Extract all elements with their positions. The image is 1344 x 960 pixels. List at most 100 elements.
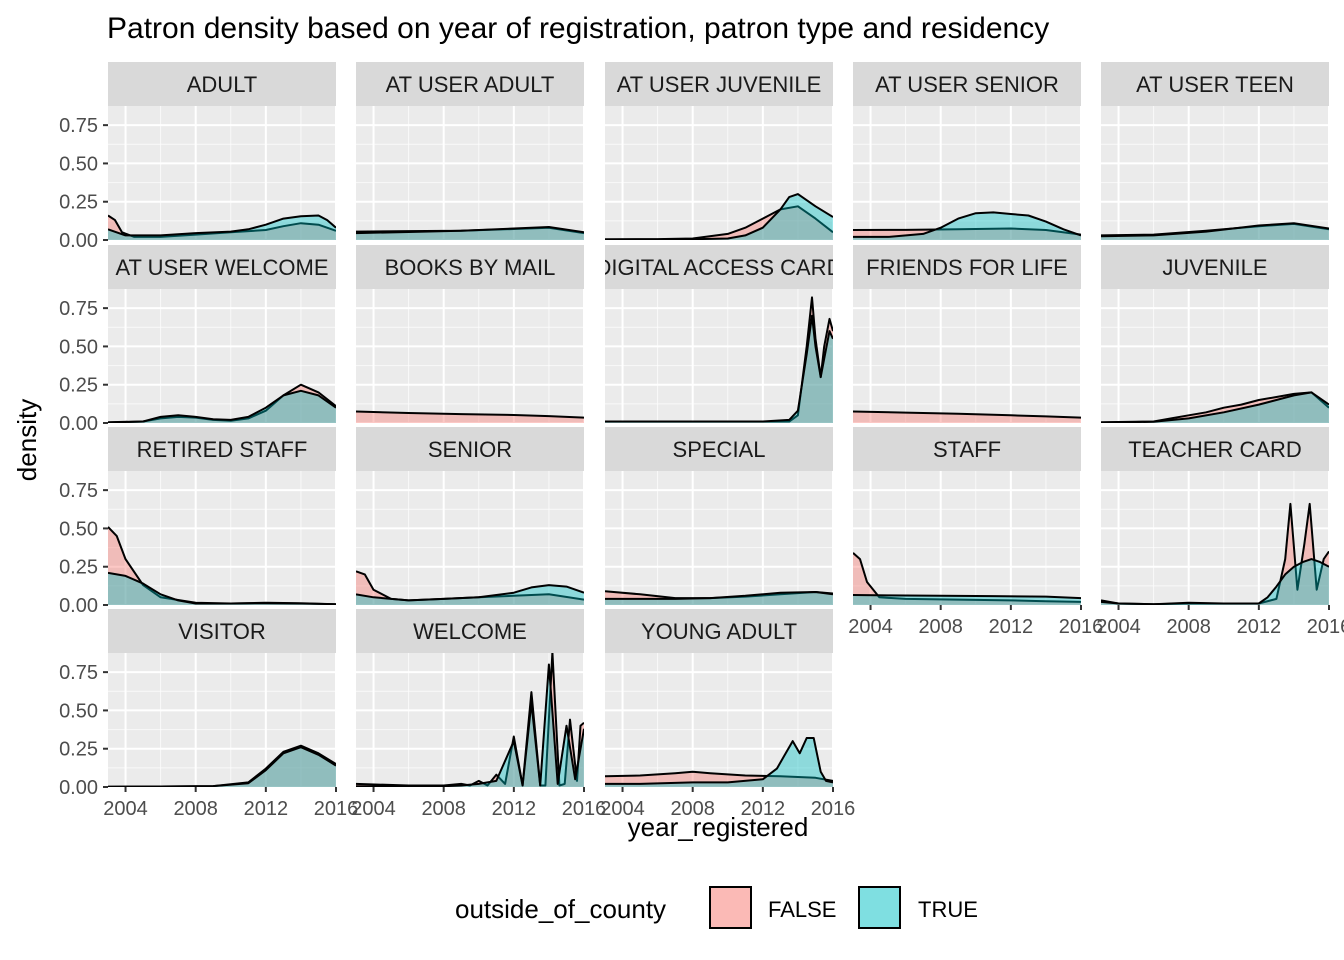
y-tick-label: 0.75 <box>59 115 98 137</box>
panel-special: SPECIAL <box>605 427 834 606</box>
density-area-false <box>605 297 833 423</box>
strip-background <box>853 62 1081 106</box>
density-area-false <box>1101 503 1329 605</box>
strip-label: SPECIAL <box>673 437 766 462</box>
density-area-false <box>356 227 584 240</box>
density-line-true <box>605 314 833 423</box>
panel-adult: ADULT 0.00 0.25 0.50 0.75 <box>59 62 337 252</box>
density-line-true <box>108 389 336 423</box>
x-tick-label: 2016 <box>811 798 856 820</box>
x-tick-label: 2004 <box>1096 616 1141 638</box>
panel-at-user-juvenile: AT USER JUVENILE <box>605 62 834 241</box>
panel-background <box>108 471 336 605</box>
strip-background <box>605 427 833 471</box>
density-area-true <box>1101 559 1329 605</box>
density-area-false <box>108 526 336 605</box>
density-area-false <box>108 384 336 423</box>
y-tick-label: 0.00 <box>59 595 98 617</box>
density-layer <box>108 526 336 605</box>
density-line-true <box>356 584 584 602</box>
panel-visitor: VISITOR 0.00 0.25 0.50 0.75 2004 2008 2012 2016 <box>59 609 358 820</box>
density-line-true <box>1101 391 1329 423</box>
density-line-true <box>108 746 336 787</box>
panel-retired-staff: RETIRED STAFF 0.00 0.25 0.50 0.75 <box>59 427 337 617</box>
density-line-false <box>853 410 1081 419</box>
y-tick-label: 0.50 <box>59 518 98 540</box>
panel-background <box>605 106 833 240</box>
density-layer <box>1101 502 1329 605</box>
panel-background <box>605 289 833 423</box>
density-area-false <box>1101 392 1329 423</box>
panel-digital-access-card: DIGITAL ACCESS CARD <box>596 245 843 424</box>
density-line-true <box>356 226 584 235</box>
density-area-false <box>356 411 584 423</box>
strip-label: JUVENILE <box>1162 255 1267 280</box>
panel-at-user-teen: AT USER TEEN <box>1101 62 1330 241</box>
strip-label: WELCOME <box>413 619 527 644</box>
legend: outside_of_county FALSE TRUE <box>455 886 978 929</box>
y-tick-label: 0.50 <box>59 153 98 175</box>
legend-swatch-true <box>858 886 901 929</box>
density-layer <box>605 296 833 423</box>
x-tick-label: 2012 <box>741 798 786 820</box>
y-axis-title: density <box>12 399 42 481</box>
panel-friends-for-life: FRIENDS FOR LIFE <box>853 245 1082 424</box>
density-area-false <box>853 228 1081 240</box>
strip-label: BOOKS BY MAIL <box>385 255 556 280</box>
strip-background <box>1101 62 1329 106</box>
density-line-false <box>1101 391 1329 423</box>
panel-background <box>356 471 584 605</box>
x-tick-label: 2008 <box>421 798 466 820</box>
density-layer <box>1101 222 1329 240</box>
y-tick-label: 0.25 <box>59 375 98 397</box>
strip-background <box>356 427 584 471</box>
x-tick-label: 2008 <box>1166 616 1211 638</box>
y-tick-label: 0.75 <box>59 480 98 502</box>
strip-label: AT USER TEEN <box>1136 72 1294 97</box>
strip-background <box>108 245 336 289</box>
density-area-true <box>356 585 584 605</box>
density-line-false <box>853 552 1081 603</box>
x-tick-label: 2004 <box>351 798 396 820</box>
strip-label: DIGITAL ACCESS CARD <box>596 255 843 280</box>
density-layer <box>853 211 1081 240</box>
strip-background <box>605 62 833 106</box>
density-layer <box>356 226 584 240</box>
panel-senior: SENIOR <box>356 427 585 606</box>
panel-background <box>356 106 584 240</box>
chart-title: Patron density based on year of registra… <box>107 12 1049 45</box>
density-line-true <box>605 193 833 240</box>
panel-background <box>1101 471 1329 605</box>
panel-young-adult: YOUNG ADULT 2004 2008 2012 2016 <box>600 609 855 820</box>
density-line-true <box>108 214 336 237</box>
strip-label: STAFF <box>933 437 1001 462</box>
x-tick-label: 2004 <box>103 798 148 820</box>
strip-background <box>1101 427 1329 471</box>
density-area-true <box>605 194 833 240</box>
y-tick-label: 0.25 <box>59 739 98 761</box>
density-layer <box>853 410 1081 423</box>
density-area-false <box>853 552 1081 605</box>
density-area-false <box>356 571 584 605</box>
density-area-true <box>356 664 584 787</box>
x-tick-label: 2016 <box>314 798 359 820</box>
density-line-false <box>356 410 584 419</box>
density-area-true <box>108 215 336 240</box>
y-tick-label: 0.25 <box>59 192 98 214</box>
density-area-false <box>853 411 1081 423</box>
density-layer <box>605 737 833 787</box>
panel-at-user-welcome: AT USER WELCOME 0.00 0.25 0.50 0.75 <box>59 245 337 435</box>
legend-label-false: FALSE <box>768 897 836 922</box>
strip-label: ADULT <box>187 72 258 97</box>
density-layer <box>356 653 584 787</box>
density-line-true <box>605 591 833 600</box>
density-layer <box>108 383 336 423</box>
x-tick-label: 2012 <box>989 616 1034 638</box>
density-layer <box>356 570 584 605</box>
x-tick-label: 2012 <box>1237 616 1282 638</box>
x-tick-label: 2016 <box>1307 616 1344 638</box>
density-area-true <box>853 212 1081 240</box>
panel-books-by-mail: BOOKS BY MAIL <box>356 245 585 424</box>
strip-background <box>108 62 336 106</box>
panel-background <box>605 471 833 605</box>
